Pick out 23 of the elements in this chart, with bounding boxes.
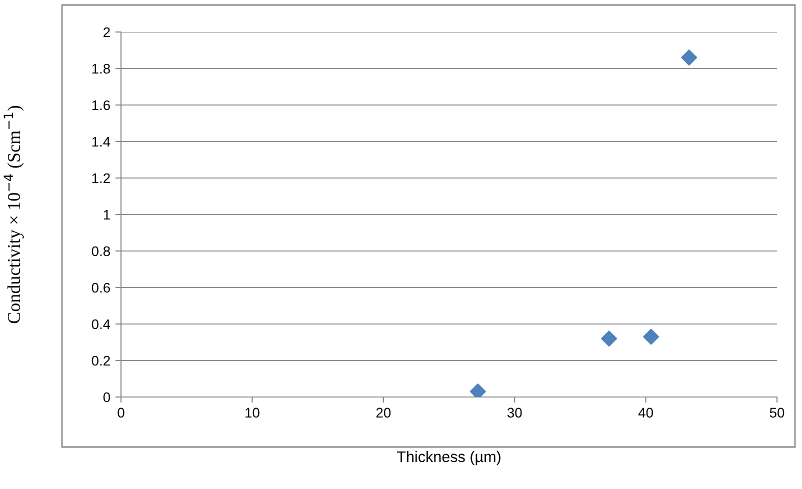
- x-tick-label: 30: [507, 408, 522, 418]
- y-tick-label: 1.6: [92, 100, 110, 110]
- x-tick-label: 40: [638, 408, 653, 418]
- x-tick-label: 10: [246, 408, 260, 418]
- point: [643, 328, 660, 345]
- x-tick-label: 0: [118, 408, 124, 418]
- x-tick-label: 50: [770, 408, 784, 418]
- y-axis-title: Conductivity × 10$^{−4}$ (Scm$^{−1}$): [4, 106, 24, 324]
- y-tick-label: 0.2: [92, 356, 110, 366]
- point: [681, 50, 698, 66]
- y-tick-label: 0.4: [92, 319, 110, 330]
- x-tick-label: 20: [376, 408, 391, 418]
- y-tick-label: 1.4: [92, 136, 110, 147]
- x-axis-title: Thickness (µm): [396, 450, 500, 466]
- y-tick-label: 1: [104, 210, 110, 220]
- y-tick-label: 1.2: [92, 173, 110, 184]
- point: [470, 384, 486, 397]
- y-tick-label: 0: [103, 392, 110, 402]
- y-tick-label: 1.8: [92, 64, 110, 74]
- y-tick-label: 0.8: [92, 246, 110, 256]
- point: [601, 330, 618, 347]
- y-tick-label: 2: [104, 27, 110, 38]
- y-tick-label: 0.6: [92, 282, 110, 293]
